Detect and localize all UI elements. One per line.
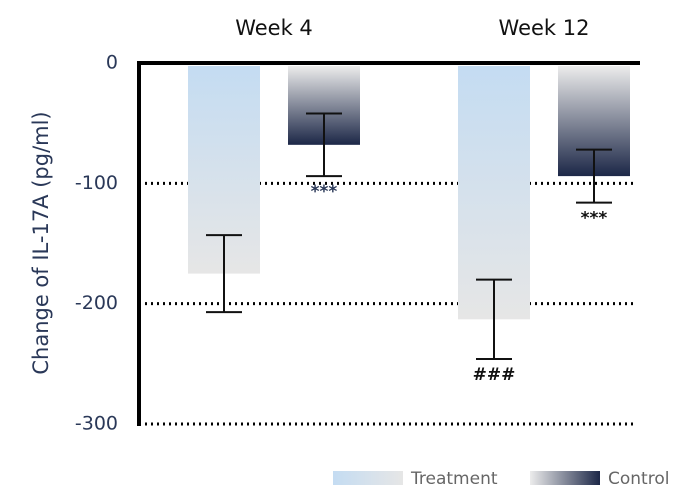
y-tick-label: -100 [75, 172, 118, 194]
y-tick-label: -200 [75, 292, 118, 314]
bar [458, 66, 530, 320]
error-bar [476, 278, 512, 361]
category-label: Week 4 [235, 16, 313, 40]
y-axis-label: Change of IL-17A (pg/ml) [29, 111, 53, 374]
legend-label: Control [608, 469, 669, 489]
error-bar [206, 234, 242, 314]
significance-label: *** [581, 209, 608, 229]
legend-swatch [530, 471, 600, 485]
category-label: Week 12 [499, 16, 590, 40]
y-tick-label: 0 [106, 52, 118, 74]
significance-label: ### [473, 365, 516, 385]
legend-swatch [333, 471, 403, 485]
legend-label: Treatment [410, 469, 498, 489]
error-bar [306, 112, 342, 178]
y-tick-label: -300 [75, 413, 118, 435]
significance-label: *** [311, 182, 338, 202]
error-bar [576, 148, 612, 204]
